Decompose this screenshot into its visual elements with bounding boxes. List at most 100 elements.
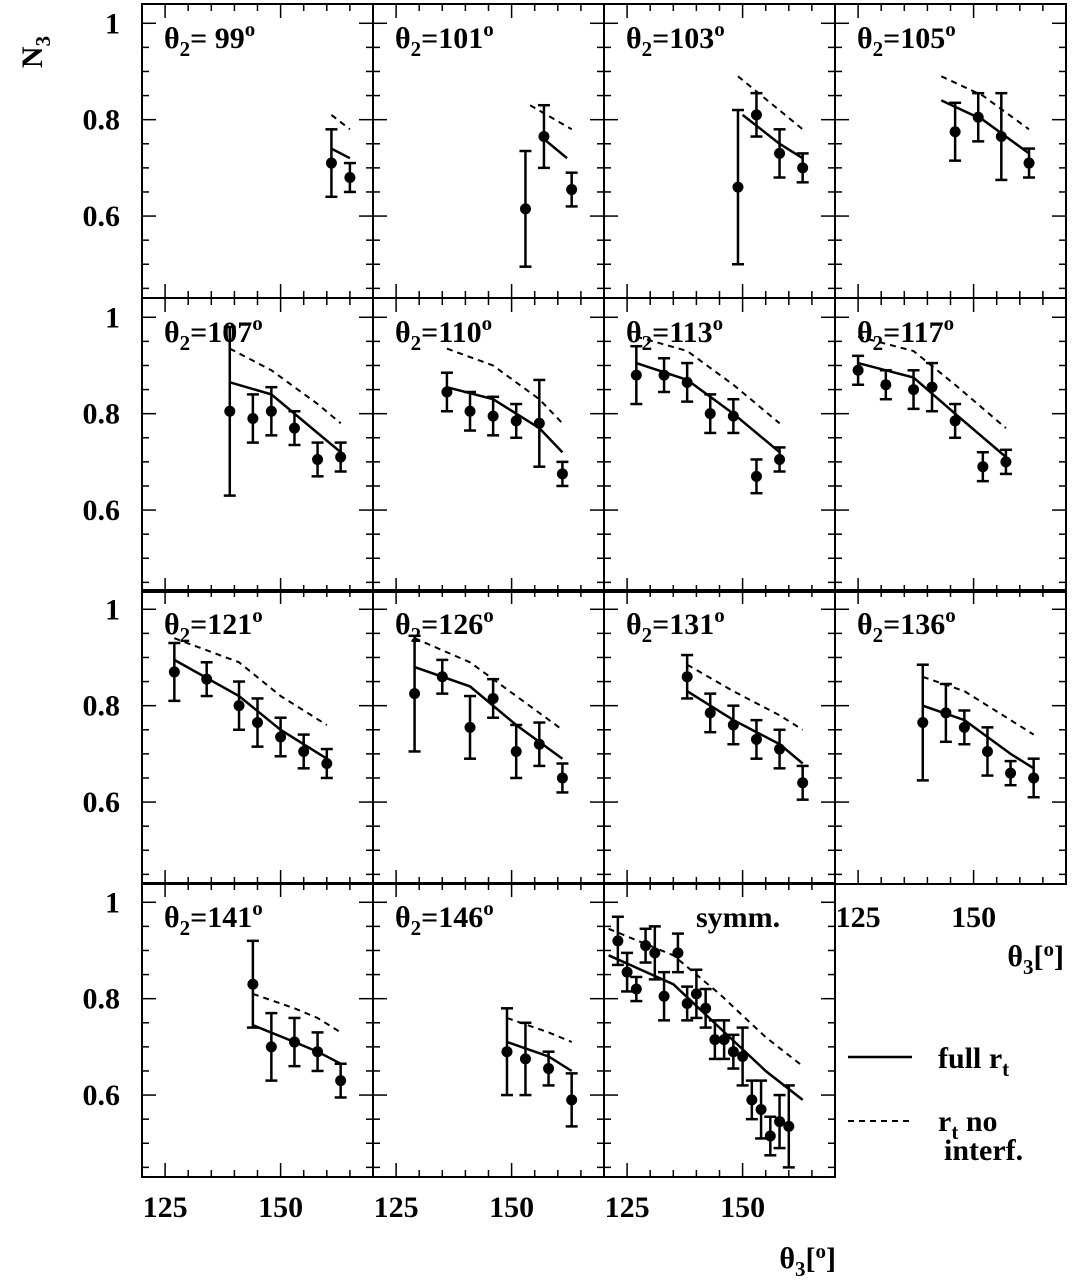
data-point [672,947,684,959]
data-point [774,453,786,465]
data-point [750,109,762,121]
data-point [704,707,716,719]
data-point [940,707,952,719]
data-point [755,1104,767,1116]
data-point [681,671,693,683]
data-point [630,983,642,995]
data-point [774,147,786,159]
y-axis-label-text: N3 [16,36,55,68]
data-point [612,935,624,947]
data-point [265,405,277,417]
data-point [727,719,739,731]
no-interference-curve [922,675,1035,736]
no-interference-curve [173,637,328,726]
data-point [533,417,545,429]
data-point [168,666,180,678]
y-tick-label: 0.8 [83,398,121,431]
data-point [519,203,531,215]
legend-label-noint: rt no [938,1105,998,1144]
data-point [949,415,961,427]
x-axis-label-upper: θ3[o] [1007,937,1064,979]
data-point [681,376,693,388]
panel-label: θ2=107o [164,311,263,355]
data-point [1023,157,1035,169]
data-point [727,410,739,422]
panel-labels: θ2= 99o θ2=101o θ2=103o θ2=105o θ2=107o θ2=11… [164,17,956,940]
y-tick-label: 1 [105,886,120,919]
data-point [649,947,661,959]
data-point [510,415,522,427]
no-interference-curve [229,347,342,425]
no-interference-curve [857,335,1007,429]
data-point [335,1075,347,1087]
full-rt-curve [922,704,1035,770]
x-tick-label: 125 [605,1191,650,1224]
y-tick-label: 0.8 [83,983,121,1016]
data-point [1000,456,1012,468]
x-tick-label: 150 [951,901,996,934]
data-point [321,758,333,770]
no-interference-curve [737,75,804,131]
data-point [658,990,670,1002]
data-point [908,384,920,396]
data-point [312,1046,324,1058]
full-rt-curve [446,385,564,454]
data-point [298,745,310,757]
data-point [233,700,245,712]
y-tick-label: 1 [105,593,120,626]
data-point [852,364,864,376]
y-axis-label: N3 [16,36,55,68]
panel-label: θ2=126o [395,603,494,647]
data-point [409,688,421,700]
data-point [977,461,989,473]
data-point [566,184,578,196]
data-point [958,721,970,733]
data-point [700,1002,712,1014]
no-interference-curve [446,347,564,424]
no-interference-curve [529,104,573,131]
panel-label: θ2=146o [395,896,494,940]
panel-label: symm. [696,901,780,934]
data-point [764,1130,776,1142]
y-tick-label: 0.6 [83,1079,121,1112]
data-point [344,172,356,184]
data-point [501,1046,513,1058]
data-point [1005,767,1017,779]
data-point [718,1034,730,1046]
no-interference-curve [252,992,342,1034]
data-point [265,1041,277,1053]
data-point [487,692,499,704]
data-point [709,1034,721,1046]
x-tick-label: 125 [836,901,881,934]
data-point [533,738,545,750]
data-point [797,777,809,789]
data-point [797,162,809,174]
data-point [436,671,448,683]
data-point [325,157,337,169]
data-point [704,408,716,420]
x-axis-label: θ3[o] [779,1239,836,1281]
panel-label: θ2=101o [395,17,494,61]
data-point [566,1094,578,1106]
data-point [783,1120,795,1132]
data-point [487,410,499,422]
data-point [681,997,693,1009]
full-rt-curve [608,954,804,1101]
y-tick-label: 0.6 [83,494,121,527]
data-points [168,91,1040,1169]
data-point [995,131,1007,143]
data-point [288,1036,300,1048]
no-interference-curve [414,637,563,731]
full-rt-curve [635,361,781,454]
data-point [621,966,633,978]
full-rt-curve [543,138,568,160]
data-point [247,978,259,990]
panel-label: θ2=103o [626,17,725,61]
data-point [543,1063,555,1075]
axis-labels: 1 0.8 0.6 1 0.8 0.6 1 0.8 0.6 125 150 1 0.8 0.6 125 150… [16,7,1064,1281]
y-tick-label: 0.6 [83,786,121,819]
data-point [556,468,568,480]
no-interference-curve [608,927,804,1067]
y-tick-label: 0.8 [83,104,121,137]
